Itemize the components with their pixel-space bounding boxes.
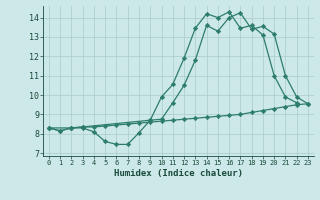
X-axis label: Humidex (Indice chaleur): Humidex (Indice chaleur): [114, 169, 243, 178]
